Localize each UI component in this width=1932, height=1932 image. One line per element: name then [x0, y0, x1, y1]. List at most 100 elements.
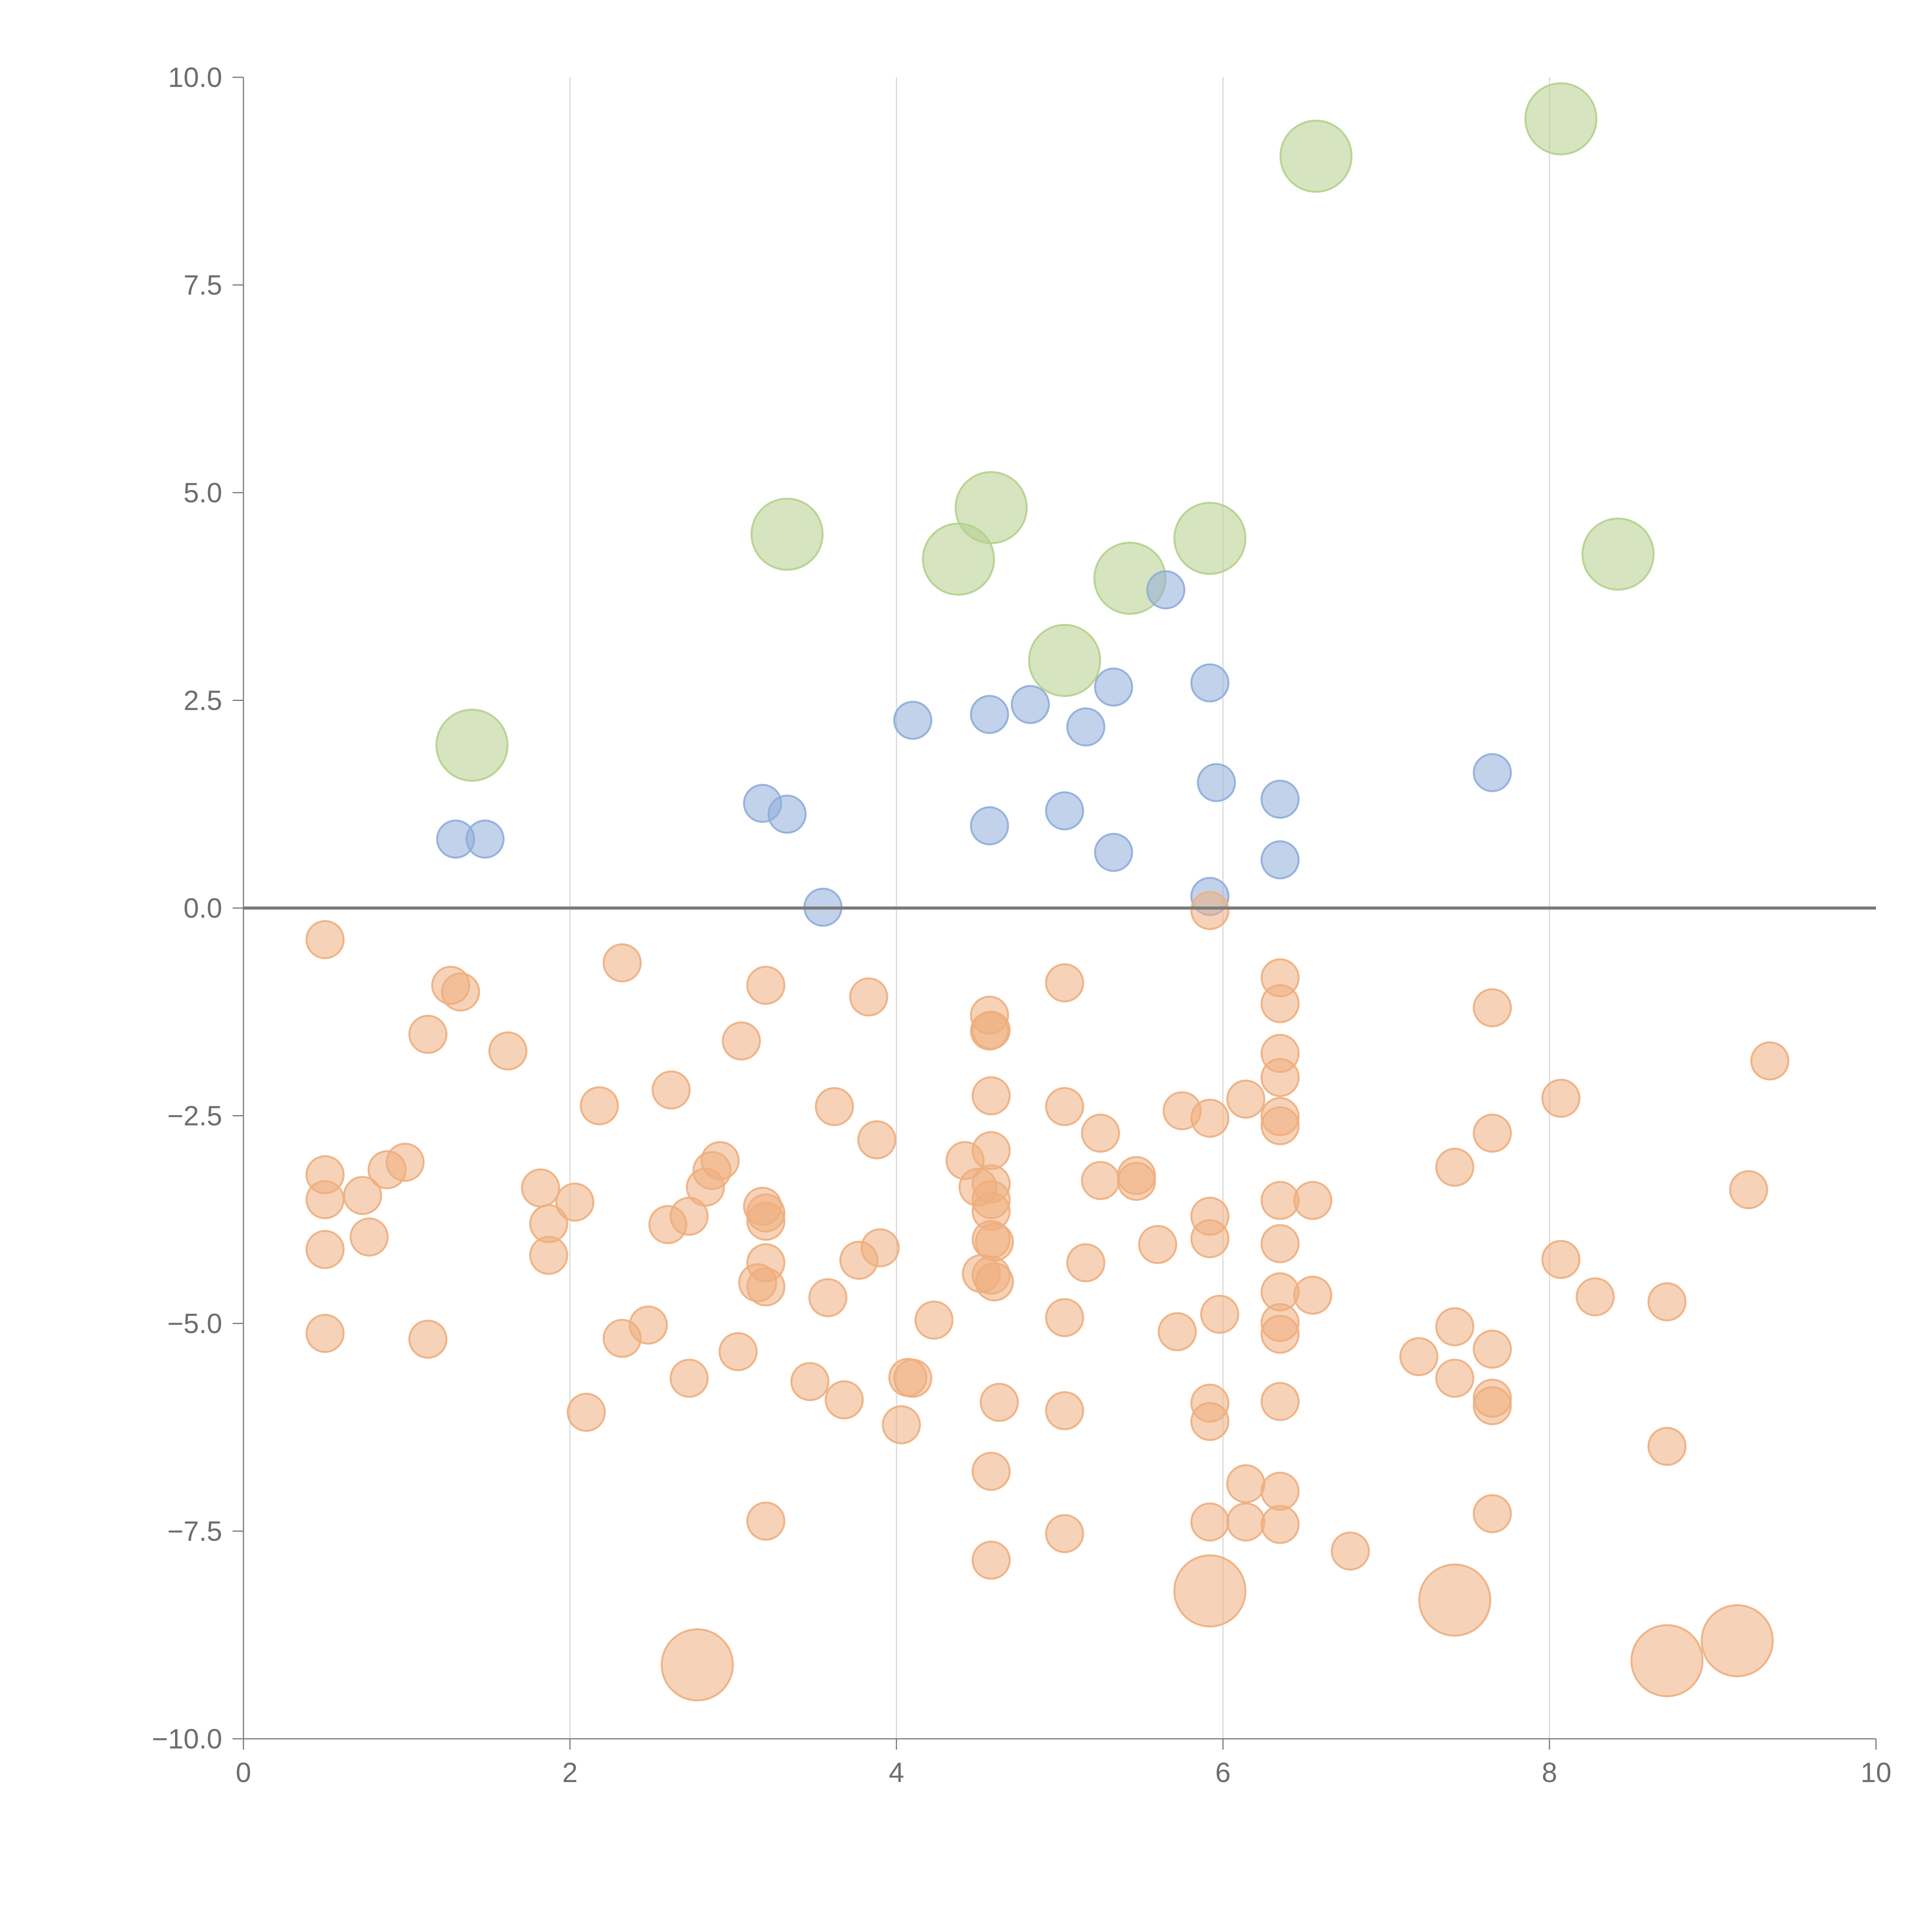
negative-point: [1293, 1276, 1332, 1315]
negative-point: [1190, 1402, 1230, 1441]
negative-point: [701, 1141, 740, 1180]
negative-point: [1190, 1099, 1230, 1138]
negative-point: [1435, 1359, 1475, 1398]
negative-point: [1541, 1240, 1581, 1279]
negative-point: [1647, 1427, 1687, 1466]
negative-point: [861, 1228, 900, 1267]
negative-point: [1190, 891, 1230, 930]
positive-point: [970, 695, 1009, 734]
negative-point: [849, 977, 888, 1017]
large-negative-point: [1418, 1563, 1492, 1637]
negative-point: [343, 1176, 382, 1215]
negative-point: [893, 1359, 932, 1398]
negative-point: [975, 1262, 1014, 1301]
negative-point: [971, 1452, 1011, 1491]
negative-point: [722, 1021, 761, 1061]
negative-point: [1260, 1315, 1300, 1354]
positive-point: [1094, 833, 1133, 872]
negative-point: [746, 1502, 786, 1541]
negative-point: [669, 1359, 709, 1398]
negative-point: [971, 1131, 1011, 1170]
negative-point: [1473, 1494, 1512, 1533]
x-tick-label: 6: [1215, 1757, 1231, 1788]
x-tick-label: 0: [236, 1757, 251, 1788]
negative-point: [1226, 1464, 1265, 1503]
negative-point: [971, 1010, 1011, 1050]
negative-point: [971, 1076, 1011, 1116]
y-tick-label: −5.0: [167, 1308, 222, 1339]
negative-point: [349, 1217, 389, 1257]
negative-point: [1647, 1282, 1687, 1321]
negative-point: [1045, 1391, 1084, 1430]
y-tick-label: 5.0: [184, 478, 222, 509]
positive-point: [1066, 707, 1105, 747]
axes: [233, 77, 1877, 1750]
negative-point: [1260, 1181, 1300, 1220]
large-positive-point: [1279, 119, 1353, 193]
negative-point: [408, 1015, 447, 1054]
positive-point: [1146, 570, 1185, 610]
negative-point: [1190, 1502, 1230, 1542]
y-tick-label: 2.5: [184, 685, 222, 716]
y-tick-label: 7.5: [184, 270, 222, 301]
negative-point: [1045, 1087, 1084, 1126]
negative-point: [629, 1305, 668, 1345]
negative-point: [1399, 1337, 1439, 1376]
negative-point: [825, 1380, 864, 1420]
negative-point: [1260, 1471, 1300, 1511]
negative-point: [975, 1222, 1014, 1262]
negative-point: [1226, 1080, 1265, 1119]
negative-point: [1473, 1330, 1512, 1369]
negative-point: [1045, 1514, 1084, 1553]
negative-point: [1293, 1181, 1332, 1220]
positive-point: [1190, 663, 1230, 702]
negative-point: [1117, 1162, 1156, 1201]
negative-point: [555, 1182, 595, 1222]
negative-point: [529, 1236, 568, 1275]
negative-point: [1260, 1505, 1300, 1544]
negative-point: [1435, 1148, 1475, 1187]
y-tick-label: −7.5: [167, 1516, 222, 1547]
negative-point: [1260, 984, 1300, 1023]
positive-point: [767, 794, 807, 834]
negative-point: [1473, 1114, 1512, 1153]
x-tick-label: 10: [1861, 1757, 1891, 1788]
large-negative-point: [661, 1628, 734, 1702]
negative-point: [1226, 1502, 1265, 1542]
positive-point: [1010, 685, 1050, 724]
large-positive-point: [1028, 624, 1101, 697]
negative-point: [580, 1086, 619, 1126]
negative-point: [521, 1168, 560, 1208]
negative-point: [882, 1405, 921, 1444]
x-tick-label: 2: [562, 1757, 578, 1788]
negative-point: [1575, 1277, 1615, 1316]
negative-point: [857, 1120, 896, 1160]
positive-point: [465, 820, 505, 859]
negative-point: [408, 1320, 447, 1359]
negative-point: [1260, 1058, 1300, 1097]
negative-point: [815, 1087, 854, 1126]
negative-point: [1200, 1294, 1240, 1334]
large-positive-point: [750, 498, 824, 571]
negative-point: [1541, 1078, 1581, 1118]
negative-point: [1138, 1225, 1177, 1264]
negative-point: [385, 1143, 425, 1182]
negative-point: [1045, 963, 1084, 1002]
negative-point: [1473, 1386, 1512, 1425]
large-negative-point: [1701, 1604, 1774, 1677]
positive-point: [1045, 791, 1084, 830]
data-points: [305, 82, 1789, 1702]
negative-point: [980, 1383, 1019, 1422]
y-tick-label: 10.0: [168, 62, 222, 93]
large-negative-point: [1173, 1554, 1247, 1628]
negative-point: [1260, 1224, 1300, 1264]
large-positive-point: [1581, 517, 1655, 591]
negative-point: [1045, 1298, 1084, 1337]
positive-point: [1260, 779, 1300, 819]
negative-point: [1435, 1307, 1475, 1347]
x-tick-label: 8: [1542, 1757, 1557, 1788]
negative-point: [441, 972, 480, 1012]
negative-point: [1081, 1114, 1120, 1153]
negative-point: [808, 1278, 848, 1317]
